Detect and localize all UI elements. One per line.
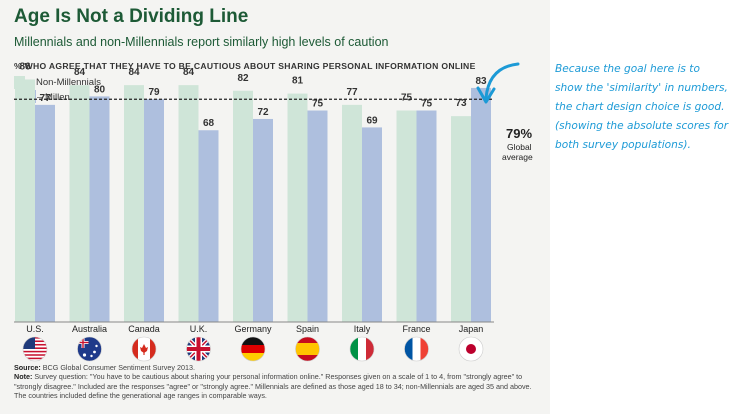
data-label-millennials: 79 <box>148 87 160 98</box>
bar-non-millennials-australia <box>69 85 90 323</box>
data-label-millennials: 83 <box>475 76 487 87</box>
annotation-arrow-icon <box>476 62 520 104</box>
category-label: Spain <box>296 324 319 334</box>
data-label-millennials: 69 <box>366 115 378 126</box>
france-flag-icon <box>404 336 429 362</box>
bar-non-millennials-germany <box>233 90 253 322</box>
italy-flag-icon <box>349 336 375 362</box>
category-label: Australia <box>72 324 107 334</box>
category-labels: U.S. Australia Canada U.K. Germany Spain Italy… <box>26 324 483 334</box>
source-label: Source: <box>14 363 41 372</box>
bar-non-millennials-spain <box>287 93 308 322</box>
japan-flag-icon <box>458 336 484 362</box>
bars-group: 86 77 84 80 84 79 84 68 82 72 81 75 77 69 75 75 73 83 <box>15 61 491 323</box>
bar-non-millennials-uk <box>178 85 199 323</box>
bar-millennials-italy <box>362 127 382 322</box>
bar-millennials-spain <box>307 110 328 322</box>
category-label: U.K. <box>190 324 208 334</box>
category-label: Italy <box>354 324 371 334</box>
global-average-label-line1: Global <box>507 142 532 152</box>
note-line: Note: Survey question: "You have to be c… <box>14 372 542 400</box>
legend-label-non-millennials: Non-Millennials <box>36 77 101 88</box>
legend-label-millennials: Millennials <box>45 92 90 103</box>
bar-millennials-australia <box>89 96 110 323</box>
data-label-millennials: 72 <box>257 107 269 118</box>
canada-flag-icon <box>131 336 157 362</box>
bar-millennials-uk <box>198 130 219 322</box>
spain-flag-icon <box>295 336 320 362</box>
global-average-label-line2: average <box>502 152 533 162</box>
note-label: Note: <box>14 372 33 382</box>
category-label: Germany <box>234 324 272 334</box>
data-label-non-millennials: 84 <box>183 67 195 78</box>
bar-millennials-japan <box>471 87 491 322</box>
data-label-non-millennials: 73 <box>455 98 467 109</box>
uk-flag-icon <box>186 336 211 362</box>
data-label-non-millennials: 81 <box>292 76 304 87</box>
bar-chart: 86 77 84 80 84 79 84 68 82 72 81 75 77 69 75 75 73 83 79%… <box>14 61 533 362</box>
australia-flag-icon <box>77 336 102 362</box>
axis-caption: % WHO AGREE THAT THEY HAVE TO BE CAUTIOU… <box>14 61 476 71</box>
bar-millennials-canada <box>144 99 164 322</box>
data-label-non-millennials: 77 <box>346 87 358 98</box>
bar-millennials-germany <box>253 118 273 323</box>
handwritten-annotation: Because the goal here is to show the 'si… <box>555 63 729 151</box>
bar-millennials-us <box>35 104 55 322</box>
chart-subtitle: Millennials and non-Millennials report s… <box>14 35 389 49</box>
data-label-non-millennials: 84 <box>74 67 86 78</box>
category-label: U.S. <box>26 324 44 334</box>
source-text: BCG Global Consumer Sentiment Survey 201… <box>42 363 195 372</box>
data-label-millennials: 75 <box>312 99 324 110</box>
note-text: Survey question: "You have to be cautiou… <box>14 372 532 401</box>
bar-non-millennials-france <box>396 110 417 322</box>
bar-non-millennials-italy <box>342 104 362 322</box>
data-label-non-millennials: 82 <box>237 73 249 84</box>
global-average-value: 79% <box>506 126 532 141</box>
bar-non-millennials-canada <box>124 85 144 323</box>
category-label: Canada <box>128 324 160 334</box>
data-label-non-millennials: 84 <box>128 67 140 78</box>
bar-millennials-france <box>416 110 437 322</box>
data-label-millennials: 68 <box>203 118 215 129</box>
source-line: Source: BCG Global Consumer Sentiment Su… <box>14 363 542 372</box>
legend-leader-millennials <box>37 97 43 98</box>
bar-non-millennials-us <box>15 79 35 322</box>
germany-flag-icon <box>240 336 266 362</box>
flags-row <box>22 336 484 362</box>
category-label: Japan <box>459 324 484 334</box>
chart-title: Age Is Not a Dividing Line <box>14 6 249 27</box>
footnote: Source: BCG Global Consumer Sentiment Su… <box>14 363 542 401</box>
data-label-millennials: 80 <box>94 84 106 95</box>
bar-non-millennials-japan <box>451 116 471 322</box>
data-label-millennials: 75 <box>421 99 433 110</box>
us-flag-icon <box>22 336 48 362</box>
data-label-non-millennials: 75 <box>401 93 413 104</box>
data-label-millennials: 77 <box>39 93 51 104</box>
category-label: France <box>402 324 430 334</box>
data-label-non-millennials: 86 <box>19 61 31 72</box>
